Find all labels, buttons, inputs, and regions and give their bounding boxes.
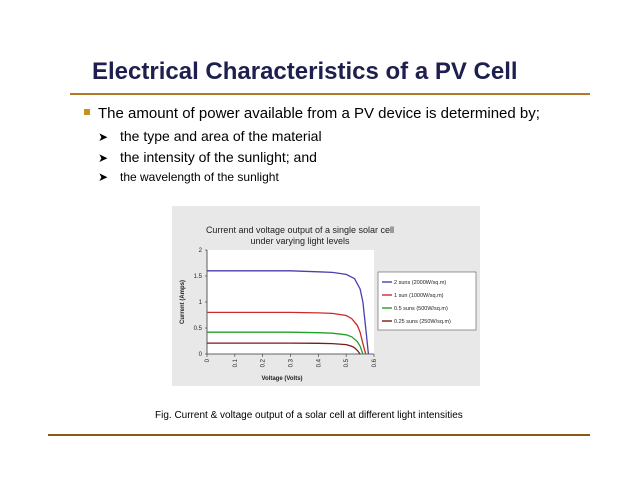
main-bullet-text: The amount of power available from a PV … — [98, 105, 540, 122]
chart-title-line-1: Current and voltage output of a single s… — [206, 225, 394, 235]
x-tick-label: 0.4 — [316, 358, 322, 367]
y-tick-label: 2 — [199, 248, 203, 254]
x-tick-label: 0.1 — [233, 358, 239, 367]
x-axis-label: Voltage (Volts) — [261, 376, 302, 382]
sub-bullet-text: the wavelength of the sunlight — [120, 170, 279, 184]
figure-caption: Fig. Current & voltage output of a solar… — [155, 410, 463, 421]
sub-bullet-1: ➤ the type and area of the material — [98, 128, 322, 144]
y-tick-label: 1.5 — [194, 274, 203, 280]
square-bullet-icon — [84, 109, 90, 115]
sub-bullet-3: ➤ the wavelength of the sunlight — [98, 170, 279, 184]
x-tick-label: 0.2 — [261, 358, 267, 367]
sub-bullet-text: the intensity of the sunlight; and — [120, 149, 317, 165]
series-line-1 — [207, 270, 370, 355]
y-tick-label: 0.5 — [194, 326, 203, 332]
title-divider — [70, 93, 590, 95]
legend-label: 2 suns (2000W/sq.m) — [394, 280, 446, 286]
sub-bullet-2: ➤ the intensity of the sunlight; and — [98, 149, 317, 165]
y-tick-label: 0 — [199, 352, 203, 358]
y-tick-label: 1 — [199, 300, 203, 306]
y-axis-label: Current (Amps) — [180, 280, 186, 324]
main-bullet: The amount of power available from a PV … — [84, 105, 540, 122]
plot-area — [207, 250, 374, 354]
series-line-3 — [207, 331, 364, 355]
series-line-2 — [207, 311, 367, 355]
legend-label: 0.5 suns (500W/sq.m) — [394, 306, 448, 312]
sub-bullet-text: the type and area of the material — [120, 128, 322, 144]
iv-chart: Current and voltage output of a single s… — [180, 225, 477, 382]
footer-divider — [48, 434, 590, 436]
arrow-bullet-icon: ➤ — [98, 151, 109, 165]
x-tick-label: 0.5 — [344, 358, 350, 367]
legend-label: 0.25 suns (250W/sq.m) — [394, 319, 451, 325]
legend-label: 1 sun (1000W/sq.m) — [394, 293, 444, 299]
slide-title: Electrical Characteristics of a PV Cell — [92, 58, 518, 85]
x-tick-label: 0.3 — [289, 358, 295, 367]
x-tick-label: 0.6 — [372, 358, 378, 367]
iv-chart-figure: Current and voltage output of a single s… — [172, 206, 480, 386]
chart-title-line-2: under varying light levels — [250, 236, 350, 246]
series-line-4 — [207, 342, 361, 355]
arrow-bullet-icon: ➤ — [98, 170, 109, 184]
legend-box — [377, 271, 477, 331]
arrow-bullet-icon: ➤ — [98, 130, 109, 144]
x-tick-label: 0 — [205, 358, 211, 362]
